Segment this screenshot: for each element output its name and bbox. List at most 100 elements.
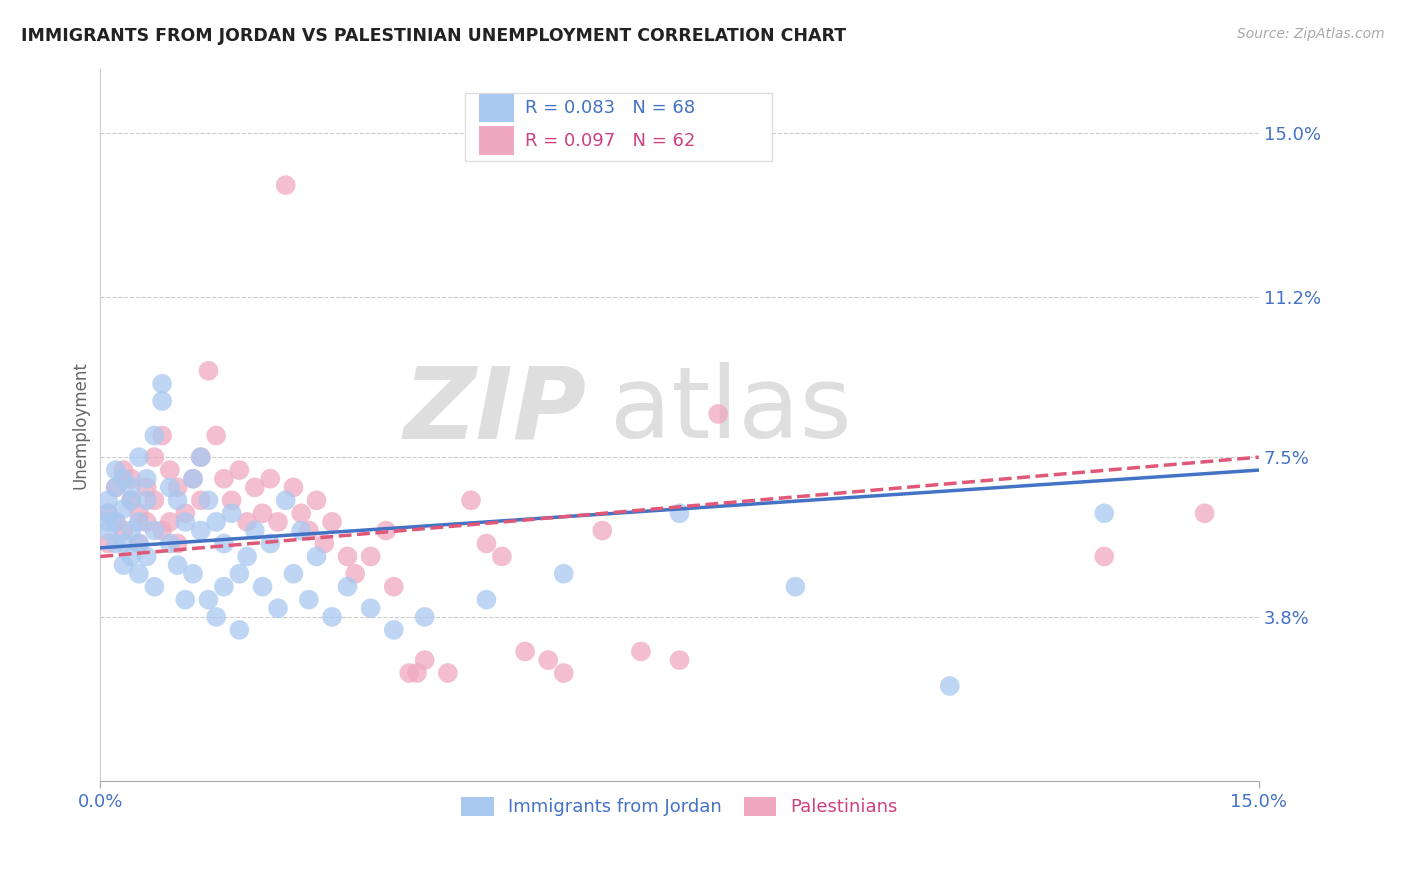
Point <box>97 506 120 520</box>
Point <box>274 493 297 508</box>
Point <box>190 493 212 508</box>
Point <box>135 472 157 486</box>
FancyBboxPatch shape <box>479 127 513 155</box>
Point <box>460 493 482 508</box>
Point <box>181 472 204 486</box>
Point <box>314 536 336 550</box>
Point <box>212 580 235 594</box>
Point <box>553 566 575 581</box>
Point <box>135 549 157 564</box>
Point <box>112 502 135 516</box>
Point <box>668 653 690 667</box>
Point <box>128 515 150 529</box>
Point <box>112 524 135 538</box>
Point <box>236 549 259 564</box>
Point <box>382 623 405 637</box>
Point <box>143 493 166 508</box>
Point <box>513 644 536 658</box>
Point <box>120 493 142 508</box>
Point <box>181 472 204 486</box>
Point <box>252 580 274 594</box>
Point <box>336 580 359 594</box>
Point <box>104 480 127 494</box>
Point <box>212 472 235 486</box>
Text: Source: ZipAtlas.com: Source: ZipAtlas.com <box>1237 27 1385 41</box>
Point <box>112 558 135 573</box>
Point <box>259 472 281 486</box>
Point <box>437 666 460 681</box>
Point <box>159 463 181 477</box>
Point <box>228 623 250 637</box>
Point <box>290 506 312 520</box>
Point <box>1092 506 1115 520</box>
Point <box>135 493 157 508</box>
Point <box>939 679 962 693</box>
Point <box>112 463 135 477</box>
Y-axis label: Unemployment: Unemployment <box>72 361 89 489</box>
Point <box>221 493 243 508</box>
Point <box>120 480 142 494</box>
Point <box>553 666 575 681</box>
Point <box>128 536 150 550</box>
Text: R = 0.083   N = 68: R = 0.083 N = 68 <box>526 99 696 117</box>
Point <box>197 364 219 378</box>
Point <box>259 536 281 550</box>
Text: IMMIGRANTS FROM JORDAN VS PALESTINIAN UNEMPLOYMENT CORRELATION CHART: IMMIGRANTS FROM JORDAN VS PALESTINIAN UN… <box>21 27 846 45</box>
Point <box>166 558 188 573</box>
Point <box>274 178 297 193</box>
Point <box>174 506 197 520</box>
Point <box>128 506 150 520</box>
Point <box>360 601 382 615</box>
Text: R = 0.097   N = 62: R = 0.097 N = 62 <box>526 131 696 150</box>
Point <box>537 653 560 667</box>
Point <box>668 506 690 520</box>
Point <box>228 463 250 477</box>
Point <box>135 515 157 529</box>
Point <box>252 506 274 520</box>
Point <box>375 524 398 538</box>
Point <box>97 536 120 550</box>
Point <box>104 515 127 529</box>
Point <box>475 536 498 550</box>
Point <box>181 566 204 581</box>
Point <box>413 653 436 667</box>
Point <box>228 566 250 581</box>
Point <box>128 536 150 550</box>
Point <box>190 524 212 538</box>
Point <box>344 566 367 581</box>
Point <box>166 536 188 550</box>
Point <box>166 480 188 494</box>
Point <box>97 493 120 508</box>
Point <box>143 580 166 594</box>
Point <box>159 536 181 550</box>
Text: atlas: atlas <box>610 362 852 459</box>
Point <box>104 536 127 550</box>
Legend: Immigrants from Jordan, Palestinians: Immigrants from Jordan, Palestinians <box>453 788 907 825</box>
Point <box>104 515 127 529</box>
Point <box>267 515 290 529</box>
Point <box>321 610 343 624</box>
Point <box>197 493 219 508</box>
Point <box>143 524 166 538</box>
Point <box>1194 506 1216 520</box>
Point <box>205 428 228 442</box>
Point <box>591 524 613 538</box>
Point <box>143 428 166 442</box>
Point <box>290 524 312 538</box>
Point <box>236 515 259 529</box>
Point <box>298 592 321 607</box>
Point <box>159 480 181 494</box>
Point <box>135 480 157 494</box>
Point <box>205 515 228 529</box>
Point <box>150 376 173 391</box>
Point <box>336 549 359 564</box>
Point <box>97 506 120 520</box>
Point <box>305 549 328 564</box>
Point <box>243 480 266 494</box>
Point <box>1092 549 1115 564</box>
Point <box>159 515 181 529</box>
Point <box>243 524 266 538</box>
Point <box>112 472 135 486</box>
Point <box>785 580 807 594</box>
Point <box>150 524 173 538</box>
